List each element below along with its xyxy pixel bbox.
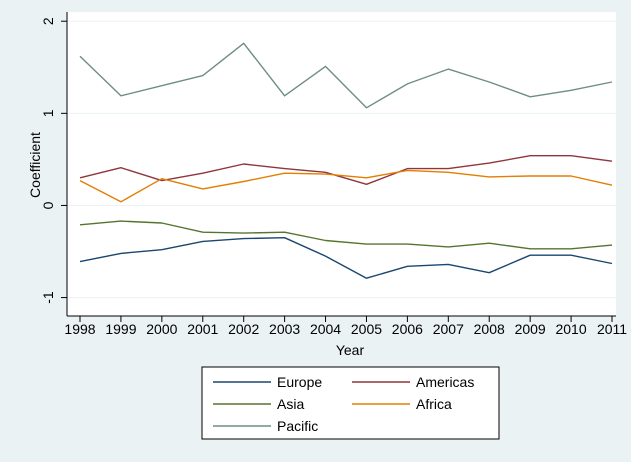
x-axis-label: Year <box>336 342 365 358</box>
x-tick-label: 2001 <box>187 321 218 337</box>
x-tick-label: 2009 <box>515 321 546 337</box>
series-line-americas <box>79 154 613 186</box>
axes: -1 0 1 2 1998 1999 2000 2001 2002 2003 2004 2005 200… <box>40 12 627 337</box>
x-tick-label: 2005 <box>351 321 382 337</box>
series-line-asia <box>79 220 613 250</box>
x-tick-label: 2004 <box>310 321 341 337</box>
x-tick-label: 2002 <box>228 321 259 337</box>
y-axis-label: Coefficient <box>27 132 43 198</box>
x-tick-label: 2003 <box>269 321 300 337</box>
legend-box <box>201 366 500 440</box>
x-tick-label: 2008 <box>474 321 505 337</box>
gridlines <box>67 20 616 299</box>
x-tick-label: 1998 <box>64 321 95 337</box>
series-line-europe <box>79 236 613 279</box>
x-tick-label: 1999 <box>105 321 136 337</box>
y-tick-label: 1 <box>40 109 56 117</box>
x-tick-label: 2006 <box>392 321 423 337</box>
y-tick-label: 0 <box>40 201 56 209</box>
x-tick-label: 2011 <box>597 321 627 337</box>
series-lines <box>79 42 613 279</box>
legend: Europe Americas Asia Africa Pacific <box>201 366 500 440</box>
legend-label: Americas <box>416 374 474 390</box>
legend-label: Europe <box>277 374 322 390</box>
legend-label: Pacific <box>277 418 318 434</box>
x-tick-label: 2010 <box>555 321 586 337</box>
x-tick-label: 2007 <box>433 321 464 337</box>
series-line-pacific <box>79 42 613 109</box>
legend-label: Asia <box>277 396 304 412</box>
y-tick-label: -1 <box>40 291 56 304</box>
x-tick-label: 2000 <box>146 321 177 337</box>
y-tick-label: 2 <box>40 17 56 25</box>
series-line-africa <box>79 169 613 203</box>
legend-label: Africa <box>416 396 452 412</box>
plot-area <box>67 12 616 316</box>
